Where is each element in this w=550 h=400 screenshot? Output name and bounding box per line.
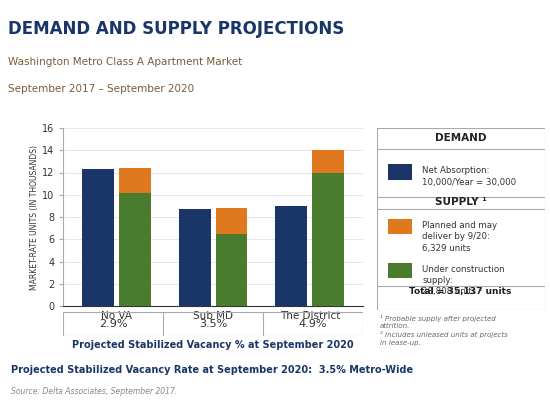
Text: Planned and may
deliver by 9/20:
6,329 units: Planned and may deliver by 9/20: 6,329 u… bbox=[422, 221, 497, 253]
Text: DEMAND AND SUPPLY PROJECTIONS: DEMAND AND SUPPLY PROJECTIONS bbox=[8, 20, 344, 38]
Text: Projected Stabilized Vacancy % at September 2020: Projected Stabilized Vacancy % at Septem… bbox=[72, 340, 354, 350]
Bar bbox=[276, 206, 307, 306]
Text: Net Absorption:
10,000/Year = 30,000: Net Absorption: 10,000/Year = 30,000 bbox=[422, 166, 516, 187]
Text: Washington Metro Class A Apartment Market: Washington Metro Class A Apartment Marke… bbox=[8, 57, 243, 67]
Y-axis label: MARKET-RATE UNITS (IN THOUSANDS): MARKET-RATE UNITS (IN THOUSANDS) bbox=[30, 144, 39, 290]
Text: SUPPLY ¹: SUPPLY ¹ bbox=[434, 197, 487, 207]
Text: Total = 35,137 units: Total = 35,137 units bbox=[409, 287, 512, 296]
Bar bbox=[119, 192, 151, 306]
Text: Source: Delta Associates, September 2017.: Source: Delta Associates, September 2017… bbox=[11, 387, 177, 396]
Bar bbox=[216, 208, 248, 234]
Text: ¹ Probable supply after projected
attrition.
² Includes unleased units at projec: ¹ Probable supply after projected attrit… bbox=[380, 315, 508, 346]
Text: DEMAND: DEMAND bbox=[435, 134, 486, 144]
Bar bbox=[119, 168, 151, 192]
Bar bbox=[388, 219, 412, 234]
Bar bbox=[216, 234, 248, 306]
Text: 3.5%: 3.5% bbox=[199, 319, 227, 329]
Bar bbox=[388, 164, 412, 180]
Text: Under construction
supply:
28,808 units ²: Under construction supply: 28,808 units … bbox=[422, 264, 505, 296]
Text: 4.9%: 4.9% bbox=[299, 319, 327, 329]
Text: September 2017 – September 2020: September 2017 – September 2020 bbox=[8, 84, 194, 94]
Text: Projected Stabilized Vacancy Rate at September 2020:  3.5% Metro-Wide: Projected Stabilized Vacancy Rate at Sep… bbox=[11, 365, 413, 375]
Bar bbox=[388, 263, 412, 278]
Bar bbox=[179, 209, 211, 306]
Bar bbox=[312, 172, 344, 306]
Bar bbox=[82, 169, 114, 306]
Text: 2.9%: 2.9% bbox=[99, 319, 128, 329]
Bar bbox=[312, 150, 344, 172]
